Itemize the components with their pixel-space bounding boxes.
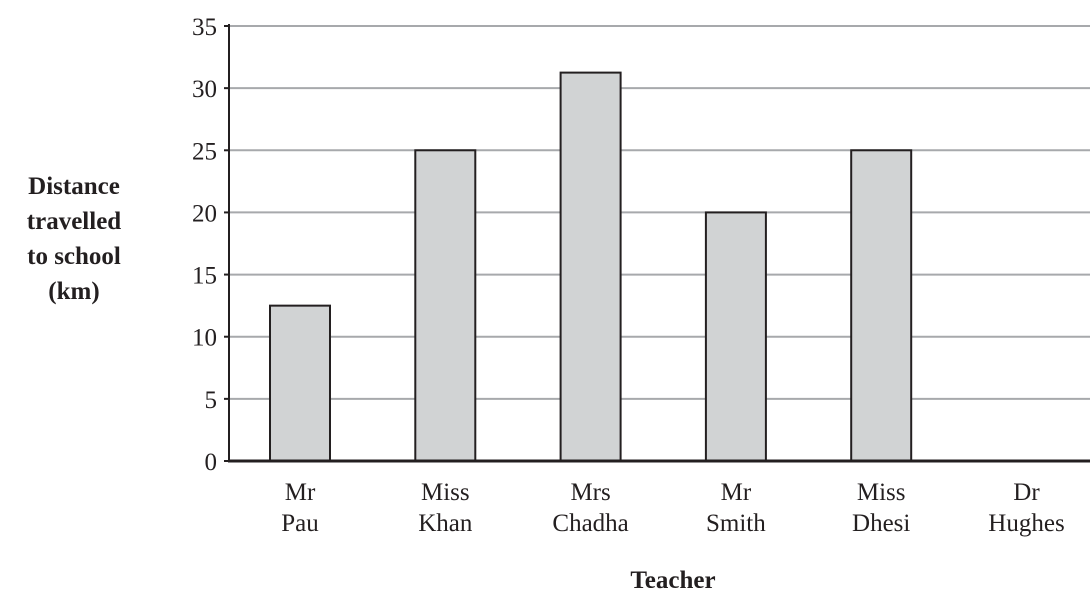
y-tick-label: 35 (192, 14, 217, 41)
x-category-label: Mrs (570, 479, 610, 506)
y-axis-title-line: travelled (27, 208, 122, 235)
x-category-label: Chadha (552, 510, 628, 537)
x-axis-title: Teacher (630, 567, 715, 594)
y-tick-label: 5 (205, 387, 218, 414)
x-category-label: Khan (418, 510, 473, 537)
x-category-label: Pau (281, 510, 319, 537)
y-tick-label: 10 (192, 325, 217, 352)
x-category-label: Dhesi (852, 510, 910, 537)
x-category-label: Miss (421, 479, 470, 506)
bar (850, 149, 913, 463)
bar (414, 149, 477, 463)
y-tick-label: 0 (205, 449, 218, 476)
y-tick-label: 25 (192, 138, 217, 165)
y-tick-label: 20 (192, 200, 217, 227)
bar (559, 71, 622, 462)
x-category-labels: Mr Pau Miss Khan Mrs Chadha Mr Smith Miss Dhesi Dr… (281, 479, 1064, 537)
y-tick-label: 30 (192, 76, 217, 103)
bar (704, 211, 767, 462)
gridlines (229, 25, 1090, 400)
y-axis-title: Distance travelled to school (km) (27, 173, 122, 305)
bar (269, 304, 331, 462)
x-category-label: Mr (721, 479, 752, 506)
y-tick-label: 15 (192, 263, 217, 290)
x-category-label: Miss (857, 479, 906, 506)
axes (228, 24, 1090, 463)
x-category-label: Hughes (988, 510, 1064, 537)
y-axis-title-line: (km) (48, 278, 99, 305)
x-category-label: Mr (285, 479, 316, 506)
y-axis-title-line: to school (27, 243, 121, 270)
bars (269, 71, 913, 463)
y-axis-title-line: Distance (28, 173, 120, 200)
x-category-label: Smith (706, 510, 766, 537)
y-tick-labels: 0 5 10 15 20 25 30 35 (192, 14, 229, 476)
x-category-label: Dr (1013, 479, 1040, 506)
